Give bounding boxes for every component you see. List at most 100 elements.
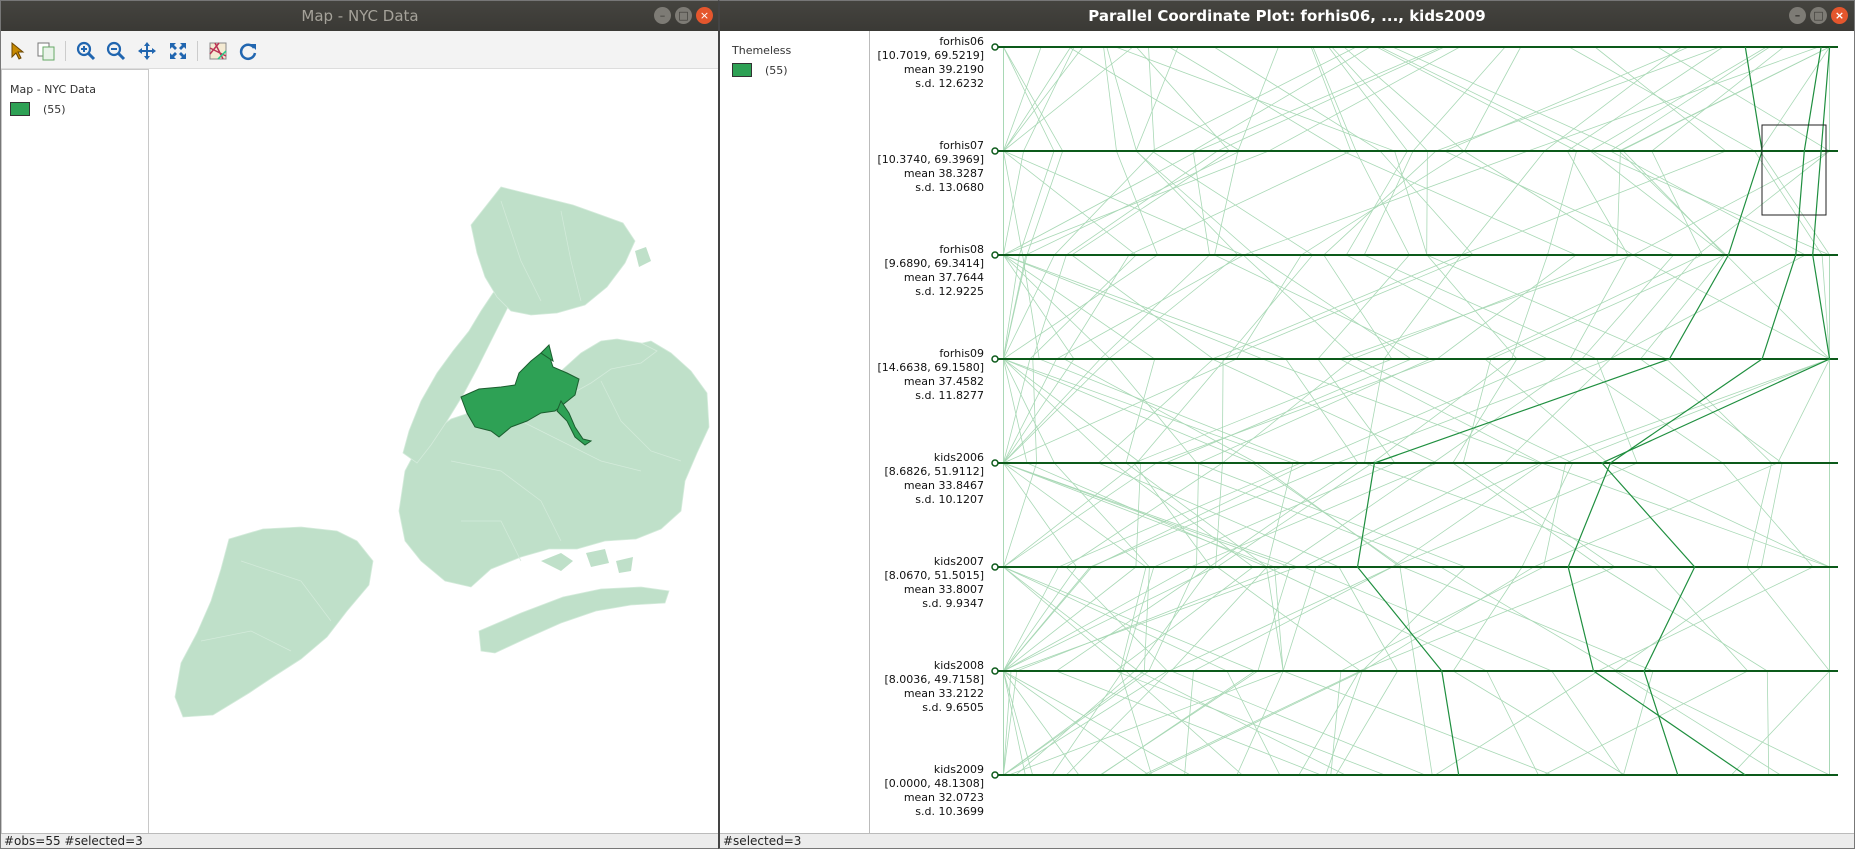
nyc-map[interactable] xyxy=(153,69,719,835)
map-window-titlebar[interactable]: Map - NYC Data – □ × xyxy=(1,1,719,31)
observation-line xyxy=(1003,46,1522,776)
pan-icon[interactable] xyxy=(136,40,158,62)
axis-mean: mean 32.0723 xyxy=(903,791,984,804)
city-island xyxy=(635,247,651,267)
legend-title: Map - NYC Data xyxy=(10,83,96,96)
axis-mean: mean 33.2122 xyxy=(903,687,984,700)
axis-mean: mean 33.8467 xyxy=(903,479,984,492)
toolbar-separator xyxy=(197,41,198,61)
observation-line xyxy=(1002,46,1549,776)
observation-line xyxy=(1063,46,1433,776)
observation-line xyxy=(1330,46,1831,776)
axis-sd: s.d. 9.9347 xyxy=(922,597,984,610)
observation-line xyxy=(1003,46,1359,776)
axis-handle[interactable] xyxy=(991,251,999,259)
axis-range: [10.3740, 69.3969] xyxy=(877,153,984,166)
selected-region[interactable] xyxy=(540,344,554,363)
observation-line xyxy=(1002,46,1158,776)
axis-mean: mean 38.3287 xyxy=(903,167,984,180)
minimize-button[interactable]: – xyxy=(654,7,671,24)
legend-title: Themeless xyxy=(732,44,792,57)
observation-line xyxy=(1484,46,1830,776)
legend-swatch[interactable] xyxy=(732,63,752,77)
rockaway-region[interactable] xyxy=(478,586,670,654)
observation-line xyxy=(1298,46,1767,776)
selected-line[interactable] xyxy=(1567,46,1822,776)
observation-line xyxy=(1146,46,1830,776)
staten-island-region[interactable] xyxy=(174,526,374,718)
axis-handle[interactable] xyxy=(991,667,999,675)
axis-sd: s.d. 13.0680 xyxy=(915,181,984,194)
axis-sd: s.d. 10.1207 xyxy=(915,493,984,506)
zoom-in-icon[interactable] xyxy=(75,40,97,62)
close-button[interactable]: × xyxy=(696,7,713,24)
selected-region[interactable] xyxy=(460,352,580,438)
observation-line xyxy=(1115,46,1770,776)
maximize-button[interactable]: □ xyxy=(675,7,692,24)
observation-line xyxy=(1302,46,1831,776)
pcp-legend-pane: Themeless (55) xyxy=(720,31,870,835)
observation-line xyxy=(1003,47,1302,775)
brush-rectangle[interactable] xyxy=(1761,124,1827,216)
zoom-out-icon[interactable] xyxy=(105,40,127,62)
map-window-title: Map - NYC Data xyxy=(301,7,419,25)
observation-line xyxy=(1071,46,1399,776)
pcp-window-titlebar[interactable]: Parallel Coordinate Plot: forhis06, ...,… xyxy=(720,1,1854,31)
observation-line xyxy=(1338,47,1830,775)
selected-line[interactable] xyxy=(1601,46,1831,776)
axis-range: [0.0000, 48.1308] xyxy=(884,777,984,790)
axis-sd: s.d. 10.3699 xyxy=(915,805,984,818)
map-window: Map - NYC Data – □ × Map - NYC Data (55) xyxy=(0,0,720,849)
bay-islands xyxy=(541,549,633,573)
axis-sd: s.d. 12.6232 xyxy=(915,77,984,90)
district-boundaries xyxy=(200,200,682,652)
close-button[interactable]: × xyxy=(1831,7,1848,24)
legend-count: (55) xyxy=(765,64,788,77)
axis-handle[interactable] xyxy=(991,43,999,51)
observation-line xyxy=(1435,46,1814,776)
pcp-status-bar: #selected=3 xyxy=(720,833,1854,848)
observation-line xyxy=(1143,46,1578,776)
observation-line xyxy=(1002,46,1426,776)
maximize-button[interactable]: □ xyxy=(1810,7,1827,24)
axis-range: [10.7019, 69.5219] xyxy=(877,49,984,62)
axis-variable-name: forhis07 xyxy=(939,139,984,152)
fit-extent-icon[interactable] xyxy=(167,40,189,62)
bronx-region[interactable] xyxy=(470,186,636,316)
axis-sd: s.d. 12.9225 xyxy=(915,285,984,298)
minimize-button[interactable]: – xyxy=(1789,7,1806,24)
axis-mean: mean 39.2190 xyxy=(903,63,984,76)
parallel-coordinate-plot[interactable] xyxy=(870,31,1855,835)
map-legend-pane: Map - NYC Data (55) xyxy=(1,69,149,835)
axis-range: [9.6890, 69.3414] xyxy=(884,257,984,270)
axis-handle[interactable] xyxy=(991,771,999,779)
axis-range: [8.0036, 49.7158] xyxy=(884,673,984,686)
pcp-canvas[interactable]: forhis06 [10.7019, 69.5219] mean 39.2190 s.… xyxy=(870,31,1855,835)
axis-handle[interactable] xyxy=(991,355,999,363)
selected-region[interactable] xyxy=(556,399,593,446)
axis-handle[interactable] xyxy=(991,563,999,571)
observation-line xyxy=(1002,46,1539,776)
select-arrow-icon[interactable] xyxy=(7,40,29,62)
copy-icon[interactable] xyxy=(35,40,57,62)
axis-variable-name: kids2008 xyxy=(933,659,984,672)
observation-line xyxy=(1015,46,1720,776)
observation-line xyxy=(1331,46,1830,775)
refresh-icon[interactable] xyxy=(237,40,259,62)
basemap-icon[interactable] xyxy=(207,40,229,62)
legend-swatch[interactable] xyxy=(10,102,30,116)
axis-variable-name: kids2009 xyxy=(933,763,984,776)
axis-handle[interactable] xyxy=(991,459,999,467)
axis-mean: mean 37.4582 xyxy=(903,375,984,388)
observation-line xyxy=(1003,46,1689,776)
pcp-window-title: Parallel Coordinate Plot: forhis06, ...,… xyxy=(1088,7,1486,25)
axis-range: [14.6638, 69.1580] xyxy=(877,361,984,374)
observation-line xyxy=(1003,46,1626,776)
axis-variable-name: kids2007 xyxy=(933,555,984,568)
map-canvas[interactable] xyxy=(153,69,719,835)
observation-line xyxy=(1002,46,1371,776)
observation-line xyxy=(1003,47,1137,776)
observation-line xyxy=(1392,46,1783,776)
selected-line[interactable] xyxy=(1356,46,1763,776)
axis-handle[interactable] xyxy=(991,147,999,155)
